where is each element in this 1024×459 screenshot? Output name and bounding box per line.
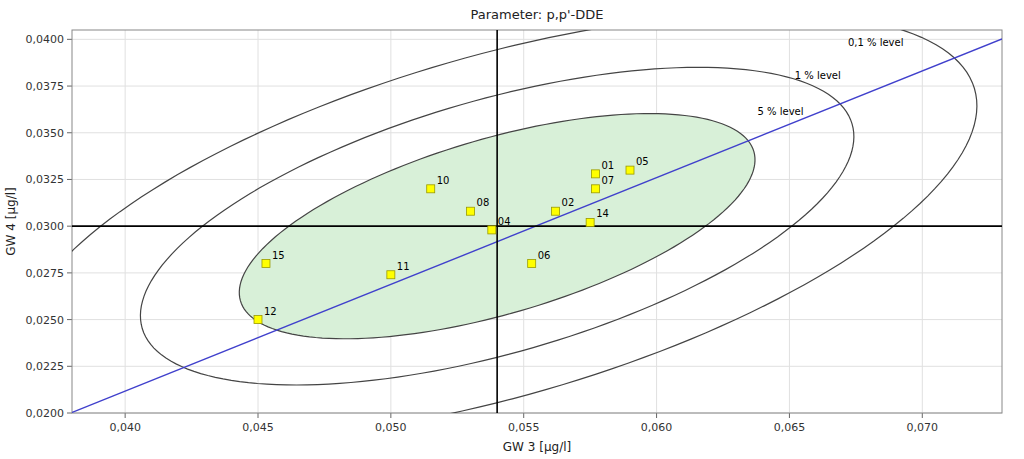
tick-label-x: 0,060	[641, 421, 673, 434]
plot-background	[72, 30, 1002, 413]
data-point	[427, 185, 435, 193]
tick-label-y: 0,0325	[26, 173, 65, 186]
tick-y	[67, 39, 72, 40]
tick-y	[67, 179, 72, 180]
labels: 10 08 04 02 14 06 01 05 07 11 15 12 5 % level 1 % lev…	[264, 37, 903, 317]
tick-x	[789, 413, 790, 418]
data-point	[552, 207, 560, 215]
tick-x	[922, 413, 923, 418]
point-label: 07	[601, 175, 614, 186]
data-point	[387, 271, 395, 279]
tick-label-x: 0,070	[907, 421, 939, 434]
tick-x	[656, 413, 657, 418]
tick-label-y: 0,0200	[26, 407, 65, 420]
tick-y	[67, 413, 72, 414]
tick-label-x: 0,045	[242, 421, 274, 434]
chart: 0,040 0,045 0,050 0,055 0,060 0,065 0,070 0,020…	[0, 0, 1024, 459]
point-label: 08	[477, 197, 490, 208]
mean-line-y	[72, 225, 1002, 227]
point-label: 06	[538, 250, 551, 261]
point-label: 01	[601, 160, 614, 171]
data-point	[586, 218, 594, 226]
data-point	[591, 170, 599, 178]
y-axis-label: GW 4 [µg/l]	[4, 187, 18, 255]
point-label: 02	[562, 197, 575, 208]
tick-x	[125, 413, 126, 418]
ellipse-label: 5 % level	[758, 106, 804, 117]
plot-marks	[72, 30, 1002, 413]
data-point	[488, 226, 496, 234]
data-point	[254, 316, 262, 324]
data-point	[262, 260, 270, 268]
point-label: 14	[596, 208, 609, 219]
tick-label-y: 0,0275	[26, 267, 65, 280]
tick-label-x: 0,050	[375, 421, 407, 434]
plot-frame	[72, 30, 1002, 413]
point-label: 11	[397, 261, 410, 272]
point-label: 10	[437, 175, 450, 186]
grid-line-x	[125, 30, 126, 413]
axes: 0,040 0,045 0,050 0,055 0,060 0,065 0,070 0,020…	[26, 30, 1003, 434]
tick-label-y: 0,0400	[26, 33, 65, 46]
data-point	[528, 260, 536, 268]
diagonal-line	[72, 39, 1002, 412]
tick-y	[67, 272, 72, 273]
tick-label-y: 0,0300	[26, 220, 65, 233]
ellipse-label: 1 % level	[795, 70, 841, 81]
tick-x	[523, 413, 524, 418]
tick-y	[67, 132, 72, 133]
tick-y	[67, 319, 72, 320]
tick-x	[258, 413, 259, 418]
ellipse-label: 0,1 % level	[848, 37, 904, 48]
tick-label-y: 0,0350	[26, 127, 65, 140]
point-label: 15	[272, 250, 285, 261]
x-axis-label: GW 3 [µg/l]	[503, 440, 571, 454]
grid-line-x	[922, 30, 923, 413]
tick-label-y: 0,0225	[26, 360, 65, 373]
tick-x	[390, 413, 391, 418]
point-label: 05	[636, 156, 649, 167]
tick-y	[67, 366, 72, 367]
data-point	[467, 207, 475, 215]
tick-label-x: 0,055	[508, 421, 540, 434]
data-point	[626, 166, 634, 174]
grid	[72, 30, 1002, 413]
title: Parameter: p,p'-DDE	[470, 7, 603, 22]
grid-line-x	[789, 30, 790, 413]
tick-label-y: 0,0375	[26, 80, 65, 93]
grid-line-y	[72, 226, 1002, 227]
grid-line-x	[258, 30, 259, 413]
tick-label-x: 0,065	[774, 421, 806, 434]
tick-y	[67, 226, 72, 227]
point-label: 04	[498, 216, 511, 227]
grid-line-y	[72, 366, 1002, 367]
point-label: 12	[264, 306, 277, 317]
tick-label-y: 0,0250	[26, 314, 65, 327]
data-point	[591, 185, 599, 193]
grid-line-y	[72, 319, 1002, 320]
tick-y	[67, 86, 72, 87]
confidence-ellipse	[72, 30, 977, 413]
tick-label-x: 0,040	[109, 421, 141, 434]
